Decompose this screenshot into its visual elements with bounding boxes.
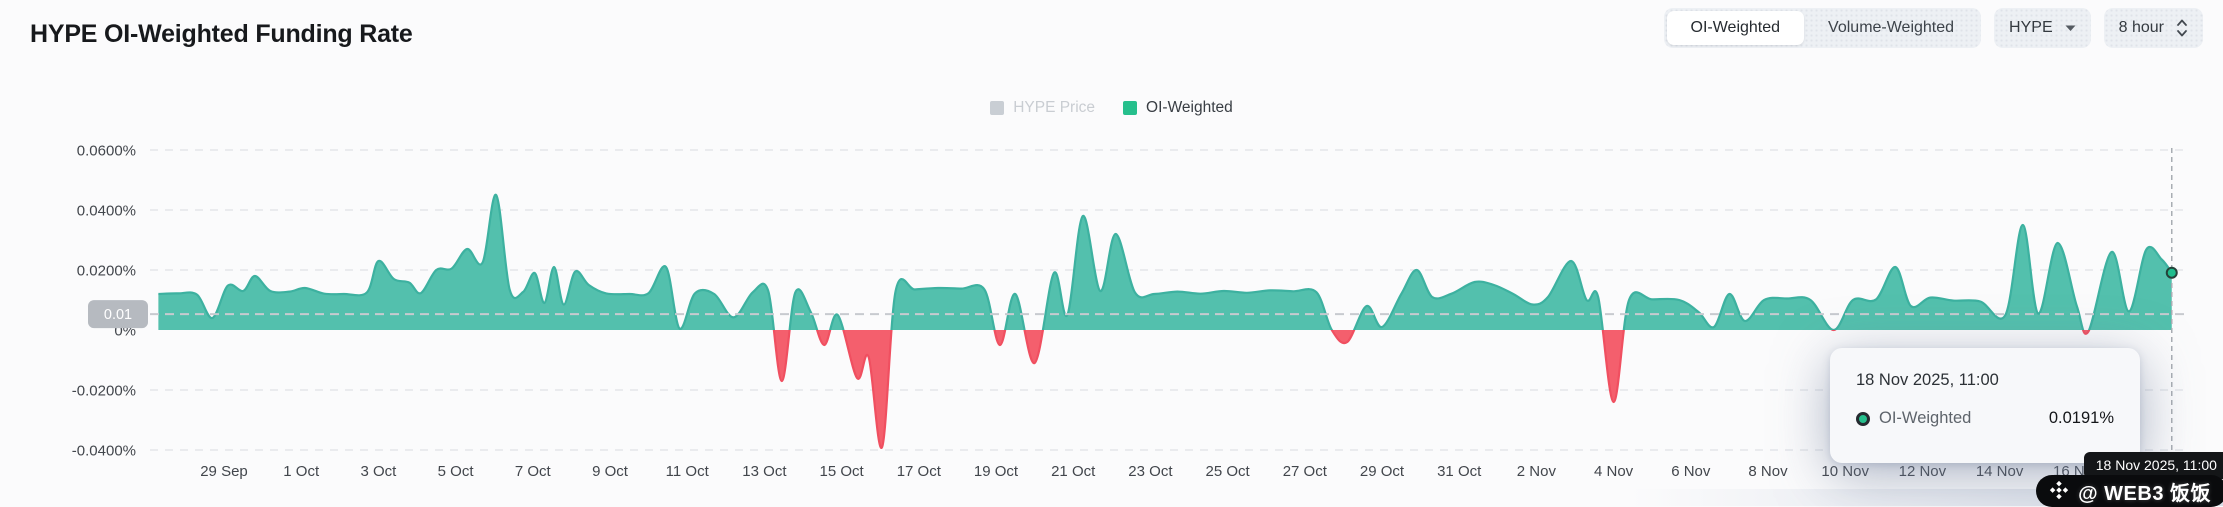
legend-label: HYPE Price	[1013, 99, 1096, 116]
weighting-toggle: OI-Weighted Volume-Weighted	[1663, 8, 1982, 48]
series-line-positive	[158, 193, 2173, 330]
tooltip-value: 0.0191%	[2048, 409, 2114, 427]
svg-text:21 Oct: 21 Oct	[1051, 463, 1096, 480]
svg-text:29 Sep: 29 Sep	[200, 463, 248, 480]
legend-label: OI-Weighted	[1146, 99, 1233, 116]
svg-text:2 Nov: 2 Nov	[1517, 463, 1557, 480]
svg-text:5 Oct: 5 Oct	[438, 463, 475, 480]
svg-text:9 Oct: 9 Oct	[592, 463, 629, 480]
svg-text:7 Oct: 7 Oct	[515, 463, 552, 480]
svg-text:1 Oct: 1 Oct	[283, 463, 320, 480]
web3-diamond-logo-icon	[2049, 480, 2069, 500]
symbol-select-value: HYPE	[2009, 19, 2053, 36]
legend-item-oi-weighted[interactable]: OI-Weighted	[1123, 99, 1233, 117]
chart-tooltip: 18 Nov 2025, 11:00 OI-Weighted 0.0191%	[1830, 348, 2140, 463]
svg-text:29 Oct: 29 Oct	[1360, 463, 1405, 480]
series-dot-icon	[1856, 411, 1870, 426]
svg-text:6 Nov: 6 Nov	[1671, 463, 1711, 480]
up-down-stepper-icon	[2177, 19, 2187, 37]
chevron-down-icon	[2065, 25, 2076, 31]
svg-text:-0.0400%: -0.0400%	[72, 443, 136, 460]
tooltip-series-label: OI-Weighted	[1879, 409, 1972, 427]
series-area-positive	[158, 194, 2172, 330]
watermark-text: @ WEB3 饭饭	[2078, 482, 2211, 505]
average-line-badge	[88, 300, 148, 329]
tab-oi-weighted[interactable]: OI-Weighted	[1666, 11, 1805, 45]
legend-item-hype-price[interactable]: HYPE Price	[990, 99, 1095, 117]
svg-text:11 Oct: 11 Oct	[666, 463, 710, 480]
svg-text:23 Oct: 23 Oct	[1128, 463, 1173, 480]
chart-controls: OI-Weighted Volume-Weighted HYPE 8 hour	[1663, 8, 2203, 48]
svg-text:-0.0200%: -0.0200%	[72, 383, 136, 400]
svg-text:10 Nov: 10 Nov	[1821, 463, 1869, 480]
interval-select[interactable]: 8 hour	[2103, 8, 2203, 48]
svg-text:17 Oct: 17 Oct	[897, 463, 942, 480]
svg-text:8 Nov: 8 Nov	[1748, 463, 1788, 480]
symbol-select[interactable]: HYPE	[1994, 8, 2091, 48]
svg-text:0.0600%: 0.0600%	[77, 143, 136, 160]
x-axis-labels: 29 Sep 1 Oct 3 Oct 5 Oct 7 Oct 9 Oct 11 Oct 13 …	[200, 463, 2101, 480]
hype-price-swatch	[990, 101, 1005, 115]
watermark: @ WEB3 饭饭	[2036, 475, 2223, 507]
last-point-marker	[2165, 266, 2178, 279]
svg-text:3 Oct: 3 Oct	[360, 463, 397, 480]
svg-text:12 Nov: 12 Nov	[1899, 463, 1947, 480]
crosshair-date-badge: 18 Nov 2025, 11:00	[2083, 452, 2223, 479]
svg-text:14 Nov: 14 Nov	[1976, 463, 2024, 480]
svg-text:4 Nov: 4 Nov	[1594, 463, 1634, 480]
oi-weighted-swatch	[1123, 101, 1138, 115]
svg-text:0.0400%: 0.0400%	[77, 203, 136, 220]
svg-text:0.0200%: 0.0200%	[77, 263, 136, 280]
interval-select-value: 8 hour	[2118, 19, 2164, 36]
tooltip-date: 18 Nov 2025, 11:00	[1856, 371, 1999, 389]
tab-volume-weighted[interactable]: Volume-Weighted	[1804, 11, 1978, 45]
svg-text:0.01: 0.01	[104, 307, 132, 323]
svg-text:15 Oct: 15 Oct	[820, 463, 865, 480]
svg-text:27 Oct: 27 Oct	[1283, 463, 1328, 480]
svg-text:19 Oct: 19 Oct	[974, 463, 1019, 480]
svg-text:25 Oct: 25 Oct	[1206, 463, 1251, 480]
legend: HYPE Price OI-Weighted	[0, 99, 2223, 117]
svg-text:13 Oct: 13 Oct	[742, 463, 787, 480]
page-title: HYPE OI-Weighted Funding Rate	[30, 20, 413, 48]
svg-text:31 Oct: 31 Oct	[1437, 463, 1482, 480]
